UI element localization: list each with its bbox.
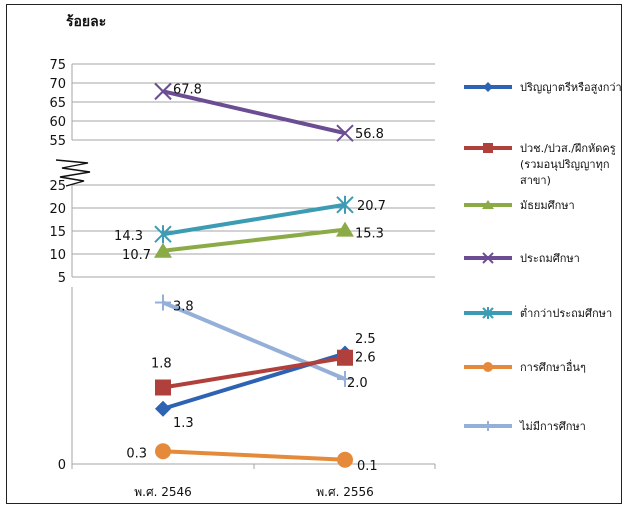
legend-item: ประถมศึกษา [464,252,580,265]
y-tick-label: 75 [49,58,66,73]
legend-label: มัธยมศึกษา [520,199,575,212]
x-tick-labels: พ.ศ. 2546 พ.ศ. 2556 [134,485,374,499]
grid-lines [71,63,436,469]
y-tick-label: 15 [49,225,66,240]
y-tick-label: 60 [49,115,66,130]
series-group: 3.8 2.0 0.3 0.1 1.3 2.6 1.8 2.5 10.7 15.3 14.3 20.7… [114,82,386,473]
data-point-marker [154,82,172,101]
legend-marker [482,200,494,209]
data-point-marker [337,371,353,387]
legend-label: สาขา) [520,174,551,187]
legend-label: การศึกษาอื่นๆ [520,359,586,374]
data-label: 2.6 [355,351,376,366]
y-tick-labels: 75 70 65 60 55 25 20 15 10 5 0 [49,58,66,473]
data-label: 67.8 [173,82,202,97]
y-tick-label: 70 [49,77,66,92]
legend-item: ต่ำกว่าประถมศึกษา [464,305,612,320]
legend-label: (รวมอนุปริญญาทุก [520,158,609,171]
data-label: 3.8 [173,300,194,315]
legend-label: ปวช./ปวส./ฝึกหัดครู [520,142,616,155]
data-point-marker [336,124,354,142]
y-tick-label: 0 [58,458,66,473]
data-label: 14.3 [114,229,143,244]
series-plus: 3.8 2.0 [155,294,368,391]
series-line [162,355,346,390]
data-label: 0.1 [357,459,378,474]
data-point-marker [154,242,172,258]
marker-stroke [482,252,494,264]
data-label: 10.7 [122,248,151,263]
series-line [162,449,346,462]
data-point-marker [155,294,171,311]
y-tick-label: 5 [58,271,66,286]
legend-label: ประถมศึกษา [520,252,580,265]
legend-label: ไม่มีการศึกษา [519,420,586,433]
legend-item: การศึกษาอื่นๆ [464,359,586,374]
legend-marker [483,143,493,153]
legend-marker [482,252,494,264]
y-tick-label: 65 [49,96,66,111]
series-line [162,300,346,381]
series-line [162,227,346,253]
data-label: 2.0 [347,376,368,391]
data-point-marker [336,221,354,237]
data-point-marker [154,225,172,244]
series-circle: 0.3 0.1 [126,443,378,474]
axis-break-icon [55,159,91,187]
legend-item: มัธยมศึกษา [464,199,575,212]
series-triangle: 10.7 15.3 [122,221,384,263]
legend-item: ปริญญาตรีหรือสูงกว่า [464,81,622,94]
x-tick-label: พ.ศ. 2546 [134,485,192,499]
legend-label: ปริญญาตรีหรือสูงกว่า [520,81,622,94]
legend-item: ไม่มีการศึกษา [464,420,586,433]
data-label: 0.3 [126,446,147,461]
data-point-marker [336,195,354,214]
legend-marker [483,421,493,431]
y-tick-label: 55 [49,134,66,149]
legend-label: ต่ำกว่าประถมศึกษา [520,305,612,320]
series-x: 67.8 56.8 [154,82,384,142]
data-label: 15.3 [355,227,384,242]
series-square: 1.8 2.5 [151,332,376,396]
data-point-marker [155,443,171,460]
data-point-marker [155,379,171,396]
series-line [162,89,346,136]
series-line [162,202,346,237]
data-label: 20.7 [357,199,386,214]
y-tick-label: 25 [49,179,66,194]
data-label: 56.8 [355,127,384,142]
y-axis-title: ร้อยละ [66,14,106,30]
marker-stroke [336,124,354,142]
data-point-marker [155,400,171,417]
x-tick-label: พ.ศ. 2556 [316,485,374,499]
data-label: 1.3 [173,416,194,431]
legend-marker [482,307,494,319]
data-label: 1.8 [151,357,172,372]
y-tick-label: 20 [49,202,66,217]
legend-marker [483,362,493,372]
data-label: 2.5 [355,332,376,347]
series-star: 14.3 20.7 [114,195,386,244]
axis-break-squiggle [55,159,91,187]
y-tick-label: 10 [49,248,66,263]
marker-stroke [154,82,172,101]
data-point-marker [337,349,353,366]
data-point-marker [337,451,353,468]
legend-marker [483,82,493,92]
